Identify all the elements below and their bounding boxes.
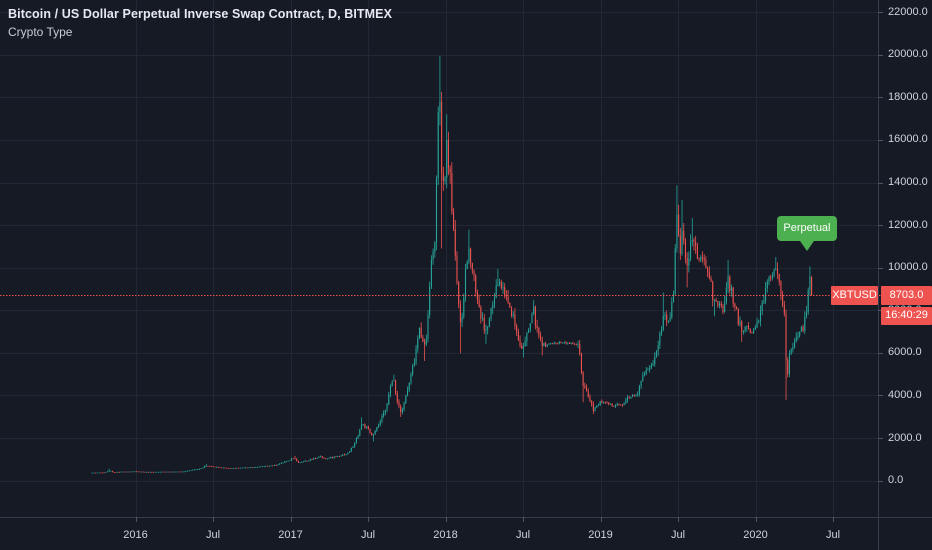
y-axis-label: 14000.0 xyxy=(888,176,928,189)
y-axis-label: 10000.0 xyxy=(888,261,928,274)
x-axis-label: 2017 xyxy=(278,529,303,541)
time-axis[interactable]: 2016 Jul 2017 Jul 2018 Jul 2019 Jul 2020 Jul xyxy=(0,517,932,550)
y-axis-label: 12000.0 xyxy=(888,218,928,231)
y-axis-label: 16000.0 xyxy=(888,133,928,146)
y-axis-label: 0.0 xyxy=(888,474,904,487)
x-axis-label: Jul xyxy=(205,529,221,541)
x-axis-label: Jul xyxy=(825,529,841,541)
x-axis-label: 2018 xyxy=(433,529,458,541)
y-axis-label: 18000.0 xyxy=(888,90,928,103)
perpetual-flag-marker[interactable]: Perpetual xyxy=(776,215,837,251)
x-axis-label: Jul xyxy=(670,529,686,541)
y-axis-label: 4000.0 xyxy=(888,388,922,401)
y-axis-label: 6000.0 xyxy=(888,346,922,359)
y-axis-label: 22000.0 xyxy=(888,5,928,18)
x-axis-label: Jul xyxy=(360,529,376,541)
bar-countdown-tag: 16:40:29 xyxy=(881,306,932,325)
price-line-symbol-tag: XBTUSD xyxy=(831,285,878,305)
x-axis-label: 2020 xyxy=(743,529,768,541)
price-axis[interactable]: 22000.0 20000.0 18000.0 16000.0 14000.0 12000… xyxy=(878,0,932,517)
x-axis-label: Jul xyxy=(515,529,531,541)
symbol-title[interactable]: Bitcoin / US Dollar Perpetual Inverse Sw… xyxy=(8,7,393,21)
x-axis-label: 2019 xyxy=(588,529,613,541)
y-axis-label: 20000.0 xyxy=(888,48,928,61)
flag-pointer-icon xyxy=(799,240,814,251)
y-axis-label: 2000.0 xyxy=(888,431,922,444)
last-price-tag: 8703.0 xyxy=(881,285,932,305)
symbol-subtitle: Crypto Type xyxy=(8,25,73,39)
x-axis-label: 2016 xyxy=(123,529,148,541)
chart-legend: Bitcoin / US Dollar Perpetual Inverse Sw… xyxy=(8,7,392,39)
flag-label: Perpetual xyxy=(783,222,831,235)
